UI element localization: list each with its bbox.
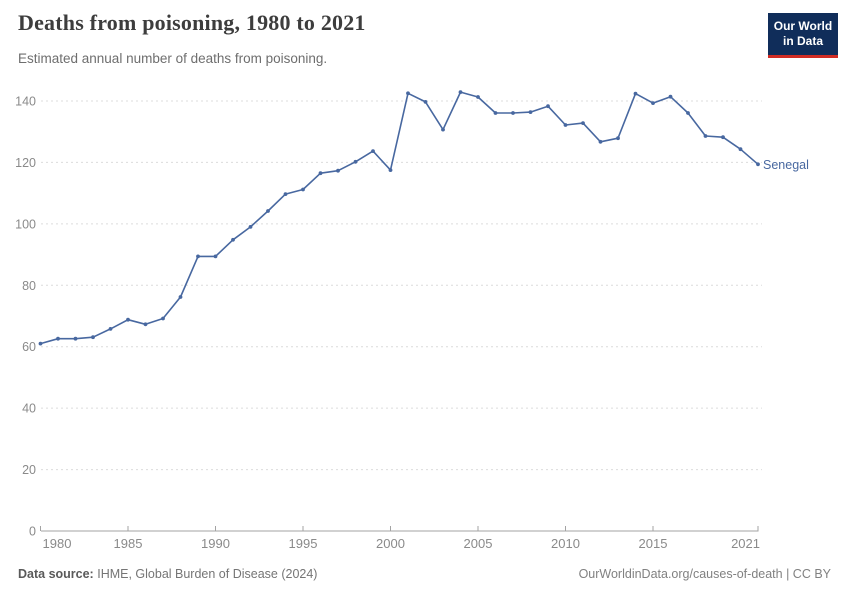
y-tick-label: 80 [22,279,36,293]
y-tick-label: 0 [29,525,36,539]
x-tick-label: 2015 [639,536,668,551]
x-tick-label: 2000 [376,536,405,551]
y-tick-label: 20 [22,463,36,477]
data-point-marker[interactable] [318,171,323,176]
x-tick-label: 2005 [464,536,493,551]
data-point-marker[interactable] [388,168,393,172]
data-point-marker[interactable] [546,104,550,109]
y-tick-label: 140 [15,95,36,109]
data-point-marker[interactable] [756,162,760,167]
y-tick-label: 60 [22,340,36,354]
data-point-marker[interactable] [178,295,183,299]
data-point-marker[interactable] [248,225,253,229]
data-point-marker[interactable] [56,336,60,341]
data-point-marker[interactable] [283,192,288,196]
data-point-marker[interactable] [721,135,725,140]
data-point-marker[interactable] [528,110,533,114]
x-tick-label: 1980 [43,536,72,551]
data-point-marker[interactable] [371,149,375,153]
data-point-marker[interactable] [581,121,585,125]
data-point-marker[interactable] [493,111,498,115]
line-chart[interactable]: 0 20 40 60 80 100 120 140 1980 1985 1990 1995 2000 20… [0,80,850,555]
data-source-note: Data source: IHME, Global Burden of Dise… [18,567,317,581]
data-point-marker[interactable] [651,101,655,105]
y-tick-label: 120 [15,156,36,170]
credit-link[interactable]: OurWorldinData.org/causes-of-death | CC … [578,567,831,581]
y-tick-label: 100 [15,217,36,231]
data-point-marker[interactable] [126,317,130,322]
data-point-marker[interactable] [266,209,270,213]
data-point-marker[interactable] [423,100,428,104]
series-line[interactable] [40,91,759,345]
owid-logo[interactable]: Our World in Data [768,13,838,58]
data-point-marker[interactable] [511,111,515,115]
data-source-value: IHME, Global Burden of Disease (2024) [97,567,318,581]
data-point-marker[interactable] [301,187,305,192]
data-point-marker[interactable] [353,159,358,164]
data-point-marker[interactable] [143,322,148,327]
x-tick-label: 2010 [551,536,580,551]
y-tick-label: 40 [22,402,36,416]
data-point-marker[interactable] [738,147,743,152]
data-point-marker[interactable] [406,91,410,96]
data-source-label: Data source: [18,567,94,581]
data-point-marker[interactable] [91,335,95,340]
data-point-marker[interactable] [598,139,603,144]
chart-canvas: 0 20 40 60 80 100 120 140 1980 1985 1990 1995 2000 20… [15,90,809,551]
chart-subtitle: Estimated annual number of deaths from p… [18,51,328,66]
data-point-marker[interactable] [616,136,620,141]
owid-logo-line1: Our World [773,19,833,33]
data-point-marker[interactable] [161,316,165,321]
data-point-marker[interactable] [668,94,673,99]
data-point-marker[interactable] [633,91,638,96]
data-point-marker[interactable] [563,123,568,127]
data-point-marker[interactable] [38,341,43,346]
data-point-marker[interactable] [686,111,690,115]
data-point-marker[interactable] [108,327,113,331]
data-point-marker[interactable] [703,134,708,138]
data-point-marker[interactable] [73,336,78,341]
entity-label[interactable]: Senegal [763,158,809,172]
x-tick-label: 1985 [114,536,143,551]
x-tick-label: 2021 [731,536,760,551]
x-tick-label: 1995 [289,536,318,551]
page-title: Deaths from poisoning, 1980 to 2021 [18,10,366,35]
data-point-marker[interactable] [441,127,445,132]
data-point-marker[interactable] [231,237,235,242]
x-tick-label: 1990 [201,536,230,551]
owid-logo-line2: in Data [782,34,823,49]
data-point-marker[interactable] [476,95,480,99]
data-point-marker[interactable] [458,90,463,94]
data-point-marker[interactable] [336,168,340,173]
data-point-marker[interactable] [196,254,200,259]
data-point-marker[interactable] [213,254,218,259]
